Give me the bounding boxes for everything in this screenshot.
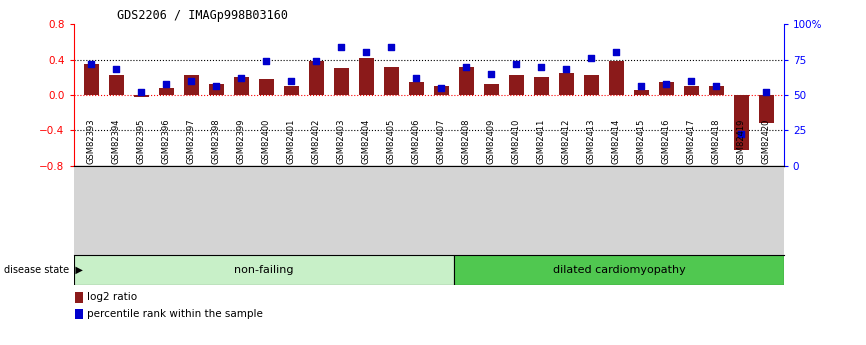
Text: GDS2206 / IMAGp998B03160: GDS2206 / IMAGp998B03160 [117,9,288,22]
Text: dilated cardiomyopathy: dilated cardiomyopathy [553,265,685,275]
Point [709,83,723,89]
Text: percentile rank within the sample: percentile rank within the sample [87,309,263,319]
Point [659,81,673,86]
Point [159,81,173,86]
Bar [454,255,784,285]
Point [684,78,698,83]
Bar [259,79,274,95]
Text: log2 ratio: log2 ratio [87,293,137,302]
Point [585,55,598,61]
Bar [533,77,549,95]
Point [734,132,748,137]
Text: disease state  ▶: disease state ▶ [4,265,83,275]
Point [134,89,148,95]
Bar [308,61,324,95]
Point [359,50,373,55]
Bar [508,76,524,95]
Bar [158,88,173,95]
Bar [459,67,474,95]
Point [184,78,198,83]
Point [534,64,548,69]
Bar [384,67,398,95]
Point [259,58,273,64]
Bar [108,76,124,95]
Point [559,67,573,72]
Point [234,75,248,81]
Point [634,83,648,89]
Bar [84,64,99,95]
Bar [74,255,454,285]
Bar [75,292,83,303]
Bar [359,58,373,95]
Bar [184,76,198,95]
Bar [133,95,149,97]
Point [610,50,624,55]
Bar [759,95,773,123]
Bar [484,84,499,95]
Bar [559,73,573,95]
Point [334,44,348,50]
Bar [234,77,249,95]
Point [434,85,448,91]
Bar [75,309,83,319]
Point [509,61,523,67]
Point [284,78,298,83]
Bar [209,84,223,95]
Point [759,89,773,95]
Point [84,61,98,67]
Point [309,58,323,64]
Bar [284,86,299,95]
Point [385,44,398,50]
Point [210,83,223,89]
Bar [684,86,699,95]
Bar [434,86,449,95]
Bar [333,68,349,95]
Bar [708,86,724,95]
Bar [659,82,674,95]
Bar [734,95,749,150]
Point [109,67,123,72]
Bar [609,61,624,95]
Point [459,64,473,69]
Point [410,75,423,81]
Bar [409,82,423,95]
Bar [584,76,598,95]
Text: non-failing: non-failing [234,265,294,275]
Point [484,71,498,76]
Bar [634,90,649,95]
